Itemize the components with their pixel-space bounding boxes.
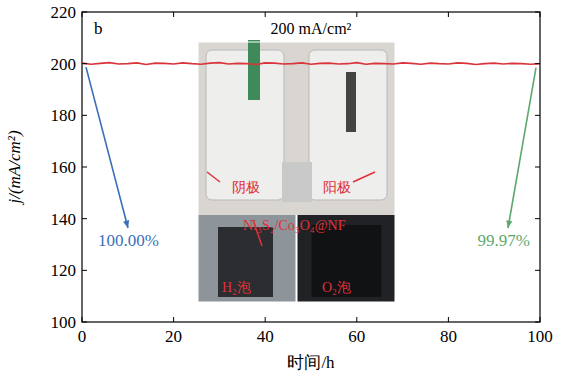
x-tick-top: [448, 12, 449, 17]
x-tick-label: 100: [527, 327, 553, 346]
bridge: [282, 162, 312, 202]
y-tick-right: [535, 167, 540, 168]
panel-label: b: [94, 19, 103, 38]
y-tick-right: [535, 322, 540, 323]
y-tick-right: [535, 12, 540, 13]
beaker-left: [206, 50, 284, 200]
y-tick: [82, 167, 87, 168]
y-tick: [82, 218, 87, 219]
inset-label: 阴极: [232, 180, 260, 195]
x-tick-top: [173, 12, 174, 17]
inset-label: Ni₃S₂/Co₃O₄@NF: [243, 218, 346, 233]
y-tick-label: 100: [51, 313, 77, 332]
y-tick-label: 200: [51, 55, 77, 74]
arrow-head: [123, 220, 129, 228]
y-tick-right: [535, 270, 540, 271]
inset-label: H₂泡: [222, 280, 251, 295]
inset-label: 阳极: [323, 180, 351, 195]
data-line: [82, 63, 540, 65]
inset-label: O₂泡: [322, 280, 351, 295]
y-tick-right: [535, 218, 540, 219]
y-tick: [82, 63, 87, 64]
y-tick: [82, 115, 87, 116]
y-axis-title: j/(mA/cm²): [5, 130, 24, 205]
x-tick: [448, 317, 449, 322]
foam-right: [312, 225, 382, 297]
inset-arrow: [207, 172, 220, 182]
plot-frame: [82, 12, 540, 322]
y-tick-label: 220: [51, 3, 77, 22]
y-tick: [82, 270, 87, 271]
x-tick-top: [265, 12, 266, 17]
x-tick: [82, 317, 83, 322]
x-tick-top: [82, 12, 83, 17]
x-tick: [265, 317, 266, 322]
electrode-clip: [248, 40, 260, 100]
inset-arrow: [353, 172, 375, 182]
annotation: 200 mA/cm²: [271, 20, 352, 37]
x-tick-label: 0: [78, 327, 87, 346]
inset-border: [198, 42, 395, 302]
beaker-right: [309, 50, 387, 200]
x-tick: [173, 317, 174, 322]
y-tick-label: 120: [51, 261, 77, 280]
y-tick-label: 160: [51, 158, 77, 177]
foam-left: [218, 227, 273, 297]
x-axis-title: 时间/h: [287, 353, 335, 372]
y-tick-label: 140: [51, 210, 77, 229]
y-tick-right: [535, 115, 540, 116]
x-tick-label: 60: [348, 327, 365, 346]
annotation-arrow: [86, 67, 128, 228]
x-tick: [356, 317, 357, 322]
annotation: 100.00%: [98, 231, 159, 250]
chart: 阴极 阳极 Ni₃S₂/Co₃O₄@NF H₂泡 O₂泡 0 20 40 60 80 100 100 1…: [0, 0, 564, 380]
electrode-right: [346, 72, 356, 132]
inset-top: [198, 42, 395, 215]
x-tick-top: [540, 12, 541, 17]
data-group: [82, 63, 540, 65]
y-tick: [82, 322, 87, 323]
x-tick-label: 20: [165, 327, 182, 346]
annotation: 99.97%: [478, 231, 530, 250]
annotation-arrow: [508, 68, 536, 228]
x-tick-top: [356, 12, 357, 17]
y-tick: [82, 12, 87, 13]
inset-photo: [198, 40, 395, 302]
x-tick: [540, 317, 541, 322]
y-tick-label: 180: [51, 106, 77, 125]
arrow-head: [506, 220, 512, 228]
x-tick-label: 80: [440, 327, 457, 346]
x-tick-label: 40: [257, 327, 274, 346]
y-tick-right: [535, 63, 540, 64]
